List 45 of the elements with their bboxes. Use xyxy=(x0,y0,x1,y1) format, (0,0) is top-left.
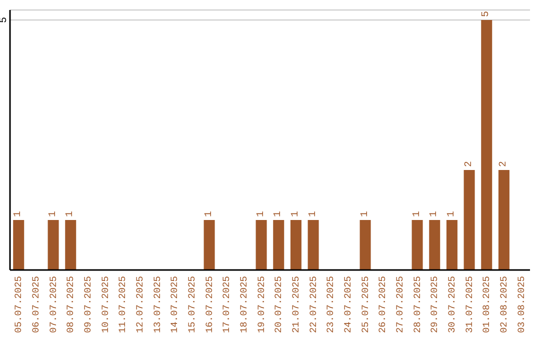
data-label: 5 xyxy=(481,10,492,17)
x-tick-label: 15.07.2025 xyxy=(186,276,198,334)
x-tick-label: 31.07.2025 xyxy=(464,276,475,334)
x-tick-label: 07.07.2025 xyxy=(48,276,59,334)
x-tick-label: 17.07.2025 xyxy=(221,276,232,334)
data-label: 1 xyxy=(204,210,215,217)
x-tick-label: 11.07.2025 xyxy=(117,276,128,334)
x-tick-label: 20.07.2025 xyxy=(273,276,284,334)
data-label: 1 xyxy=(429,210,440,217)
data-label: 1 xyxy=(446,210,458,217)
x-tick-label: 18.07.2025 xyxy=(238,276,250,334)
x-tick-label: 16.07.2025 xyxy=(204,276,215,334)
x-tick-label: 12.07.2025 xyxy=(134,276,146,334)
x-tick-label: 22.07.2025 xyxy=(308,276,319,334)
data-label: 1 xyxy=(273,210,284,217)
x-tick-label: 24.07.2025 xyxy=(342,276,354,334)
data-label: 1 xyxy=(308,210,319,217)
x-tick-label: 13.07.2025 xyxy=(152,276,163,334)
x-tick-label: 10.07.2025 xyxy=(100,276,111,334)
data-label: 1 xyxy=(360,210,371,217)
data-label: 1 xyxy=(290,210,302,217)
x-tick-label: 28.07.2025 xyxy=(412,276,423,334)
data-label: 2 xyxy=(464,160,475,167)
x-tick-label: 23.07.2025 xyxy=(325,276,336,334)
x-tick-label: 21.07.2025 xyxy=(290,276,302,334)
data-label: 1 xyxy=(48,210,59,217)
data-label: 1 xyxy=(412,210,423,217)
x-tick-label: 02.08.2025 xyxy=(498,276,510,334)
x-tick-label: 25.07.2025 xyxy=(360,276,371,334)
x-tick-label: 01.08.2025 xyxy=(481,276,492,334)
x-tick-label: 14.07.2025 xyxy=(169,276,180,334)
x-tick-label: 27.07.2025 xyxy=(394,276,406,334)
data-label: 1 xyxy=(13,210,24,217)
data-label: 2 xyxy=(498,160,510,167)
x-tick-label: 30.07.2025 xyxy=(446,276,458,334)
x-tick-label: 29.07.2025 xyxy=(429,276,440,334)
data-label: 1 xyxy=(256,210,267,217)
x-tick-label: 03.08.2025 xyxy=(516,276,527,334)
x-tick-label: 09.07.2025 xyxy=(82,276,94,334)
x-tick-label: 19.07.2025 xyxy=(256,276,267,334)
x-tick-label: 06.07.2025 xyxy=(30,276,42,334)
x-tick-label: 05.07.2025 xyxy=(13,276,24,334)
x-tick-label: 26.07.2025 xyxy=(377,276,388,334)
x-tick-label: 08.07.2025 xyxy=(65,276,76,334)
data-label: 1 xyxy=(65,210,76,217)
